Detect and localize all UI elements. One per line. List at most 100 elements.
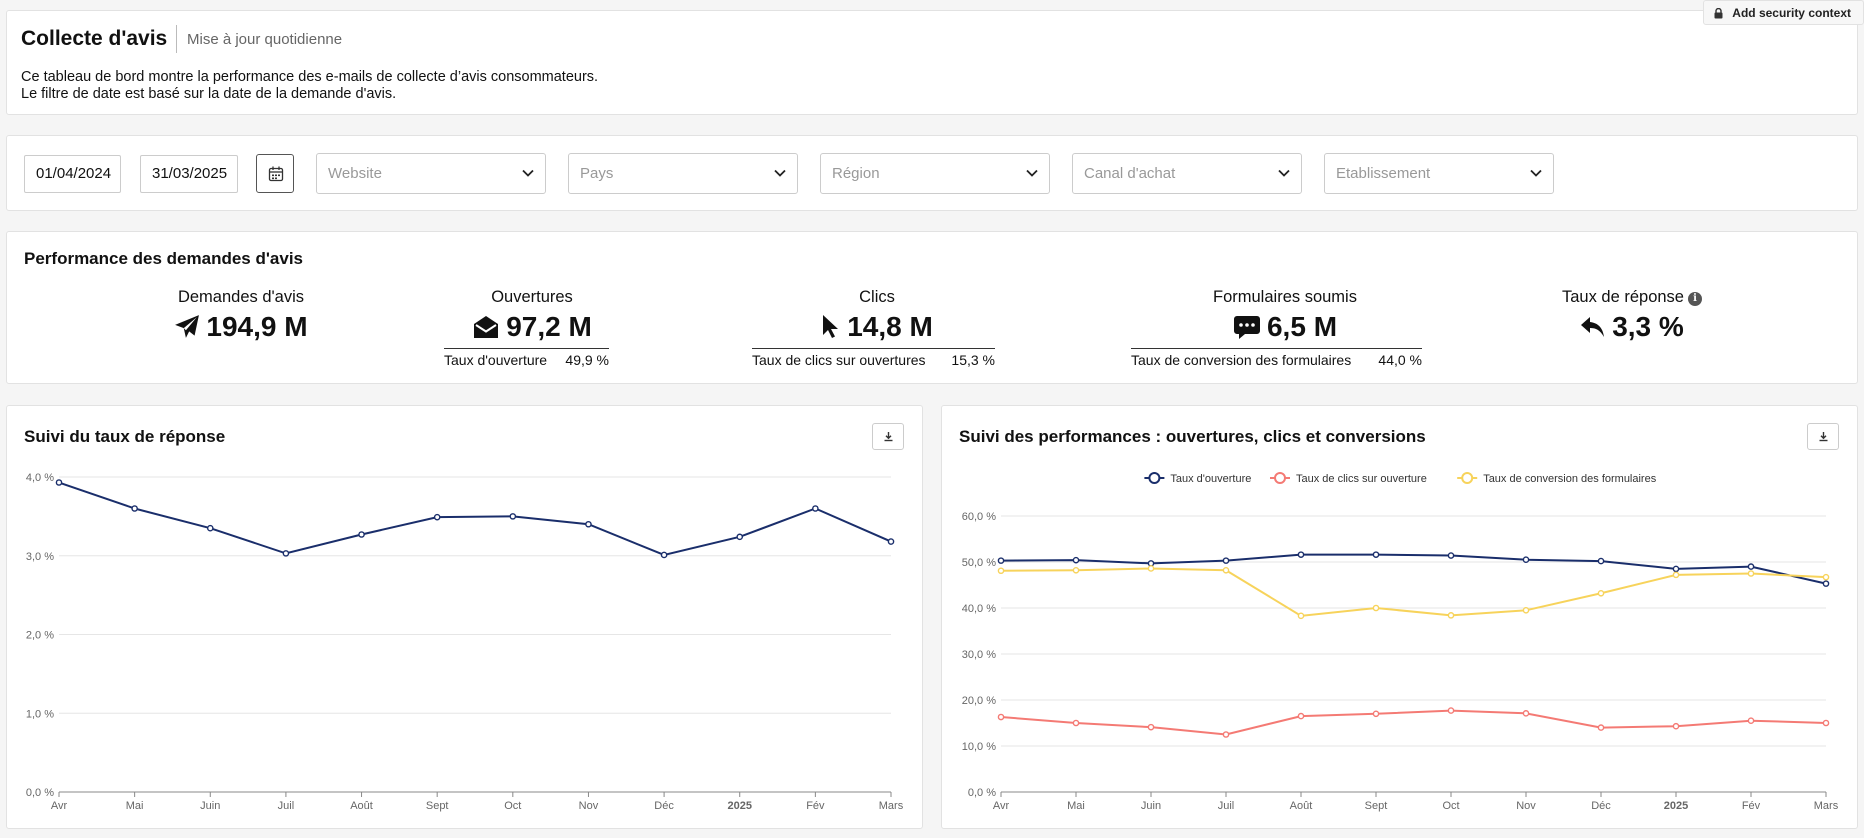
kpi-response-label: Taux de réponse bbox=[1561, 288, 1684, 306]
establishment-select[interactable]: Etablissement bbox=[1324, 153, 1554, 194]
data-point[interactable] bbox=[1072, 556, 1080, 564]
start-date-input[interactable]: 01/04/2024 bbox=[24, 155, 121, 193]
x-tick-label: Sept bbox=[1365, 800, 1388, 812]
calendar-icon bbox=[268, 166, 284, 182]
data-point[interactable] bbox=[1447, 552, 1455, 559]
data-point[interactable] bbox=[1672, 565, 1680, 573]
page-title: Collecte d'avis bbox=[21, 27, 168, 50]
region-select[interactable]: Région bbox=[820, 153, 1050, 194]
data-point[interactable] bbox=[1672, 571, 1680, 579]
x-tick-label: Avr bbox=[51, 800, 68, 812]
data-point[interactable] bbox=[1522, 556, 1530, 563]
performance-title: Performance des demandes d'avis bbox=[24, 249, 303, 268]
data-point[interactable] bbox=[997, 713, 1005, 721]
data-point[interactable] bbox=[1372, 604, 1380, 612]
data-point[interactable] bbox=[1747, 563, 1755, 570]
data-point[interactable] bbox=[1147, 723, 1155, 731]
y-tick-label: 0,0 % bbox=[968, 787, 996, 799]
download-button[interactable] bbox=[872, 423, 904, 450]
data-point[interactable] bbox=[358, 531, 365, 538]
performance-trend-chart-title: Suivi des performances : ouvertures, cli… bbox=[959, 427, 1426, 446]
website-select[interactable]: Website bbox=[316, 153, 546, 194]
data-point[interactable] bbox=[1597, 589, 1605, 597]
data-point[interactable] bbox=[1822, 580, 1830, 587]
data-point[interactable] bbox=[1522, 710, 1530, 717]
response-rate-chart-title: Suivi du taux de réponse bbox=[24, 427, 226, 446]
data-point[interactable] bbox=[1822, 719, 1830, 727]
data-point[interactable] bbox=[55, 479, 63, 486]
data-point[interactable] bbox=[736, 533, 744, 541]
data-point[interactable] bbox=[1297, 712, 1305, 720]
chevron-down-icon bbox=[522, 169, 534, 177]
y-tick-label: 4,0 % bbox=[26, 472, 54, 484]
y-tick-label: 30,0 % bbox=[962, 649, 996, 661]
data-point[interactable] bbox=[282, 550, 290, 557]
click-rate-label: Taux de clics sur ouvertures bbox=[752, 352, 926, 368]
data-point[interactable] bbox=[1297, 612, 1305, 620]
data-point[interactable] bbox=[997, 557, 1005, 564]
data-point[interactable] bbox=[1597, 557, 1605, 565]
header-card: Collecte d'avis Mise à jour quotidienne … bbox=[6, 10, 1858, 115]
data-point[interactable] bbox=[509, 513, 517, 520]
x-tick-label: Oct bbox=[1442, 800, 1459, 812]
data-point[interactable] bbox=[1147, 565, 1155, 572]
end-date-input[interactable]: 31/03/2025 bbox=[140, 155, 238, 193]
data-point[interactable] bbox=[433, 513, 441, 521]
data-point[interactable] bbox=[1222, 566, 1230, 574]
data-point[interactable] bbox=[1222, 731, 1230, 738]
kpi-forms: Formulaires soumis 6,5 M bbox=[1165, 287, 1405, 344]
x-tick-label: Mai bbox=[126, 800, 144, 812]
data-point[interactable] bbox=[1447, 707, 1455, 714]
y-tick-label: 20,0 % bbox=[962, 695, 996, 707]
envelope-open-icon bbox=[474, 316, 499, 338]
channel-select[interactable]: Canal d'achat bbox=[1072, 153, 1302, 194]
kpi-response-value: 3,3 % bbox=[1612, 311, 1684, 342]
data-point[interactable] bbox=[812, 505, 819, 512]
calendar-button[interactable] bbox=[256, 154, 294, 193]
data-point[interactable] bbox=[887, 538, 895, 545]
data-point[interactable] bbox=[1822, 573, 1830, 581]
x-tick-label: Fév bbox=[806, 800, 825, 812]
data-point[interactable] bbox=[1372, 551, 1380, 558]
x-tick-label: Juin bbox=[200, 800, 220, 812]
info-icon[interactable]: i bbox=[1688, 292, 1702, 306]
kpi-opens-value: 97,2 M bbox=[506, 311, 592, 342]
legend-marker bbox=[1461, 472, 1474, 484]
page-subtitle: Mise à jour quotidienne bbox=[187, 31, 343, 48]
performance-trend-chart: 0,0 % 10,0 % 20,0 % 30,0 % 40,0 % 50,0 % 60,0 … bbox=[962, 472, 1839, 812]
x-tick-label: Juil bbox=[1218, 800, 1235, 812]
establishment-select-value: Etablissement bbox=[1336, 165, 1431, 182]
y-tick-label: 10,0 % bbox=[962, 741, 996, 753]
kpi-forms-label: Formulaires soumis bbox=[1213, 288, 1357, 306]
open-rate-value: 49,9 % bbox=[565, 352, 609, 368]
data-point[interactable] bbox=[997, 567, 1005, 575]
legend-label[interactable]: Taux d'ouverture bbox=[1170, 473, 1251, 485]
data-point[interactable] bbox=[1747, 717, 1755, 725]
data-point[interactable] bbox=[206, 524, 214, 532]
data-point[interactable] bbox=[131, 505, 138, 512]
data-point[interactable] bbox=[1597, 724, 1605, 731]
data-point[interactable] bbox=[1372, 710, 1380, 718]
y-tick-label: 40,0 % bbox=[962, 603, 996, 615]
legend-label[interactable]: Taux de clics sur ouverture bbox=[1296, 473, 1427, 485]
data-point[interactable] bbox=[1747, 570, 1755, 577]
data-point[interactable] bbox=[585, 520, 592, 528]
data-point[interactable] bbox=[1072, 566, 1080, 574]
x-tick-label: Sept bbox=[426, 800, 449, 812]
y-tick-label: 0,0 % bbox=[26, 787, 54, 799]
kpi-clicks-label: Clics bbox=[859, 288, 895, 306]
series-line bbox=[1000, 567, 1827, 617]
data-point[interactable] bbox=[1522, 606, 1530, 614]
add-security-context-button[interactable]: Add security context bbox=[1703, 0, 1864, 25]
data-point[interactable] bbox=[1672, 722, 1680, 730]
channel-select-value: Canal d'achat bbox=[1084, 165, 1176, 182]
legend-label[interactable]: Taux de conversion des formulaires bbox=[1483, 473, 1657, 485]
series-line bbox=[58, 481, 892, 557]
download-button[interactable] bbox=[1807, 423, 1839, 450]
data-point[interactable] bbox=[1072, 719, 1080, 727]
data-point[interactable] bbox=[1297, 551, 1305, 558]
data-point[interactable] bbox=[660, 551, 668, 559]
country-select[interactable]: Pays bbox=[568, 153, 798, 194]
data-point[interactable] bbox=[1222, 557, 1230, 564]
data-point[interactable] bbox=[1447, 612, 1455, 619]
